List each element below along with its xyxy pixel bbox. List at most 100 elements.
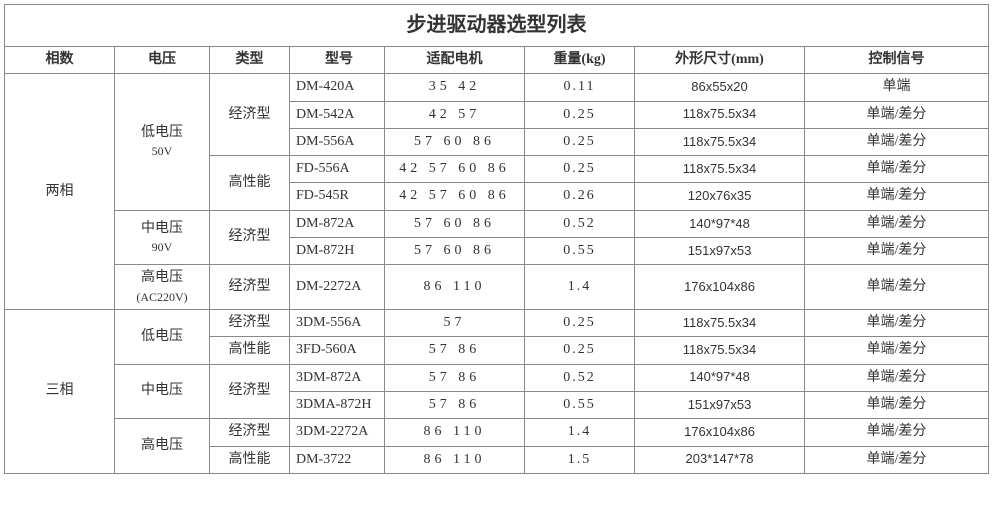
table-row: 高电压 (AC220V) 经济型 DM-2272A 86 110 1.4 176… bbox=[5, 265, 989, 310]
header-row: 相数 电压 类型 型号 适配电机 重量(kg) 外形尺寸(mm) 控制信号 bbox=[5, 47, 989, 74]
voltage-cell-high: 高电压 (AC220V) bbox=[115, 265, 210, 310]
weight-cell: 0.55 bbox=[525, 238, 635, 265]
type-cell: 经济型 bbox=[210, 210, 290, 265]
col-header-signal: 控制信号 bbox=[805, 47, 989, 74]
model-cell: FD-545R bbox=[290, 183, 385, 210]
voltage-label: 中电压 bbox=[141, 221, 183, 236]
voltage-label: 低电压 bbox=[141, 329, 183, 344]
type-cell: 高性能 bbox=[210, 156, 290, 211]
signal-cell: 单端 bbox=[805, 74, 989, 101]
col-header-voltage: 电压 bbox=[115, 47, 210, 74]
model-cell: DM-542A bbox=[290, 101, 385, 128]
col-header-dim: 外形尺寸(mm) bbox=[635, 47, 805, 74]
voltage-label: 中电压 bbox=[141, 383, 183, 398]
dim-cell: 118x75.5x34 bbox=[635, 337, 805, 364]
dim-cell: 118x75.5x34 bbox=[635, 310, 805, 337]
model-cell: DM-872H bbox=[290, 238, 385, 265]
dim-cell: 86x55x20 bbox=[635, 74, 805, 101]
signal-cell: 单端/差分 bbox=[805, 156, 989, 183]
voltage-cell-mid: 中电压 90V bbox=[115, 210, 210, 265]
signal-cell: 单端/差分 bbox=[805, 101, 989, 128]
signal-cell: 单端/差分 bbox=[805, 128, 989, 155]
driver-selection-table: 步进驱动器选型列表 相数 电压 类型 型号 适配电机 重量(kg) 外形尺寸(m… bbox=[4, 4, 989, 474]
dim-cell: 118x75.5x34 bbox=[635, 128, 805, 155]
voltage-sub: 90V bbox=[117, 239, 207, 256]
model-cell: 3DM-556A bbox=[290, 310, 385, 337]
dim-cell: 120x76x35 bbox=[635, 183, 805, 210]
dim-cell: 140*97*48 bbox=[635, 210, 805, 237]
model-cell: 3DMA-872H bbox=[290, 391, 385, 418]
motor-cell: 57 60 86 bbox=[385, 128, 525, 155]
signal-cell: 单端/差分 bbox=[805, 419, 989, 446]
phase-cell-three: 三相 bbox=[5, 310, 115, 474]
motor-cell: 57 bbox=[385, 310, 525, 337]
dim-cell: 151x97x53 bbox=[635, 238, 805, 265]
motor-cell: 86 110 bbox=[385, 446, 525, 473]
type-cell: 经济型 bbox=[210, 74, 290, 156]
motor-cell: 57 60 86 bbox=[385, 238, 525, 265]
dim-cell: 176x104x86 bbox=[635, 265, 805, 310]
dim-cell: 203*147*78 bbox=[635, 446, 805, 473]
weight-cell: 0.55 bbox=[525, 391, 635, 418]
model-cell: DM-3722 bbox=[290, 446, 385, 473]
type-cell: 经济型 bbox=[210, 364, 290, 419]
model-cell: 3DM-872A bbox=[290, 364, 385, 391]
model-cell: 3FD-560A bbox=[290, 337, 385, 364]
motor-cell: 57 60 86 bbox=[385, 210, 525, 237]
model-cell: DM-556A bbox=[290, 128, 385, 155]
phase-cell-two: 两相 bbox=[5, 74, 115, 310]
signal-cell: 单端/差分 bbox=[805, 183, 989, 210]
weight-cell: 0.25 bbox=[525, 128, 635, 155]
motor-cell: 57 86 bbox=[385, 391, 525, 418]
weight-cell: 1.4 bbox=[525, 419, 635, 446]
title-row: 步进驱动器选型列表 bbox=[5, 5, 989, 47]
dim-cell: 176x104x86 bbox=[635, 419, 805, 446]
voltage-cell-low: 低电压 50V bbox=[115, 74, 210, 210]
weight-cell: 0.11 bbox=[525, 74, 635, 101]
model-cell: DM-872A bbox=[290, 210, 385, 237]
motor-cell: 42 57 bbox=[385, 101, 525, 128]
col-header-phase: 相数 bbox=[5, 47, 115, 74]
weight-cell: 0.52 bbox=[525, 210, 635, 237]
motor-cell: 35 42 bbox=[385, 74, 525, 101]
type-cell: 高性能 bbox=[210, 446, 290, 473]
voltage-label: 高电压 bbox=[141, 438, 183, 453]
type-cell: 经济型 bbox=[210, 265, 290, 310]
voltage-cell-high: 高电压 bbox=[115, 419, 210, 474]
signal-cell: 单端/差分 bbox=[805, 337, 989, 364]
voltage-label: 低电压 bbox=[141, 125, 183, 140]
voltage-cell-mid: 中电压 bbox=[115, 364, 210, 419]
weight-cell: 0.26 bbox=[525, 183, 635, 210]
signal-cell: 单端/差分 bbox=[805, 364, 989, 391]
weight-cell: 0.52 bbox=[525, 364, 635, 391]
signal-cell: 单端/差分 bbox=[805, 310, 989, 337]
weight-cell: 0.25 bbox=[525, 156, 635, 183]
motor-cell: 57 86 bbox=[385, 364, 525, 391]
type-cell: 经济型 bbox=[210, 310, 290, 337]
model-cell: DM-2272A bbox=[290, 265, 385, 310]
model-cell: DM-420A bbox=[290, 74, 385, 101]
voltage-sub: 50V bbox=[117, 143, 207, 160]
col-header-weight: 重量(kg) bbox=[525, 47, 635, 74]
weight-cell: 1.4 bbox=[525, 265, 635, 310]
table-row: 中电压 90V 经济型 DM-872A 57 60 86 0.52 140*97… bbox=[5, 210, 989, 237]
dim-cell: 118x75.5x34 bbox=[635, 156, 805, 183]
weight-cell: 0.25 bbox=[525, 310, 635, 337]
signal-cell: 单端/差分 bbox=[805, 446, 989, 473]
signal-cell: 单端/差分 bbox=[805, 210, 989, 237]
table-row: 两相 低电压 50V 经济型 DM-420A 35 42 0.11 86x55x… bbox=[5, 74, 989, 101]
col-header-type: 类型 bbox=[210, 47, 290, 74]
weight-cell: 0.25 bbox=[525, 101, 635, 128]
dim-cell: 118x75.5x34 bbox=[635, 101, 805, 128]
weight-cell: 0.25 bbox=[525, 337, 635, 364]
table-row: 中电压 经济型 3DM-872A 57 86 0.52 140*97*48 单端… bbox=[5, 364, 989, 391]
motor-cell: 86 110 bbox=[385, 419, 525, 446]
weight-cell: 1.5 bbox=[525, 446, 635, 473]
model-cell: 3DM-2272A bbox=[290, 419, 385, 446]
motor-cell: 42 57 60 86 bbox=[385, 156, 525, 183]
voltage-sub: (AC220V) bbox=[117, 289, 207, 306]
table-row: 高电压 经济型 3DM-2272A 86 110 1.4 176x104x86 … bbox=[5, 419, 989, 446]
motor-cell: 57 86 bbox=[385, 337, 525, 364]
signal-cell: 单端/差分 bbox=[805, 265, 989, 310]
motor-cell: 86 110 bbox=[385, 265, 525, 310]
